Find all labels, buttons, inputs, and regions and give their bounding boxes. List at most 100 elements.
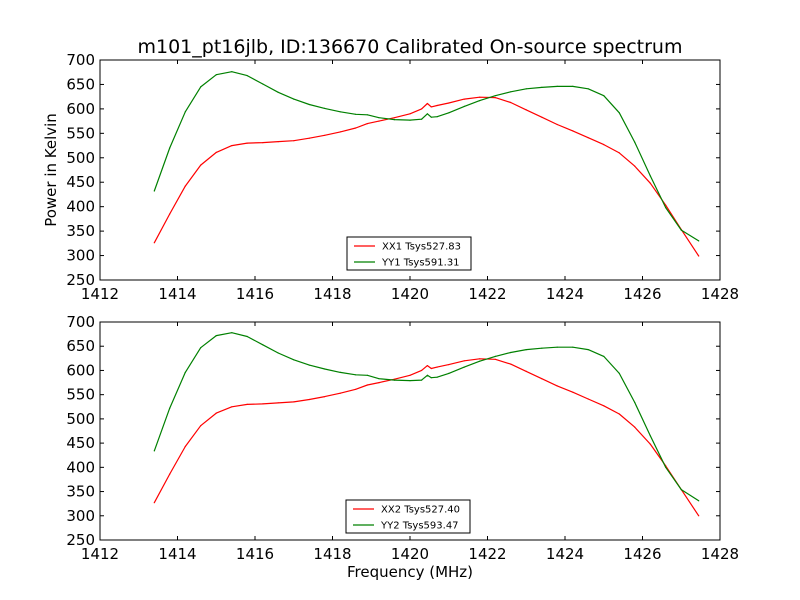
data-point <box>308 137 310 139</box>
data-point <box>556 123 558 126</box>
data-point <box>153 190 155 192</box>
data-point <box>262 142 264 144</box>
legend-entry: XX2 Tsys527.40 <box>381 505 460 516</box>
data-point <box>587 398 589 400</box>
x-tick-label: 1416 <box>236 285 274 303</box>
data-point <box>426 374 428 376</box>
x-tick-label: 1424 <box>546 285 584 303</box>
data-point <box>262 344 264 346</box>
data-point <box>556 85 558 87</box>
data-point <box>393 119 396 121</box>
data-point <box>366 384 368 386</box>
data-point <box>246 75 248 77</box>
data-point <box>556 346 558 348</box>
y-tick-label: 550 <box>66 124 95 142</box>
data-point <box>618 372 620 374</box>
data-point <box>603 95 605 97</box>
x-tick-label: 1428 <box>701 285 739 303</box>
data-point <box>421 108 423 110</box>
y-tick-label: 350 <box>66 222 95 240</box>
legend: XX1 Tsys527.83 YY1 Tsys591.31 <box>346 236 472 271</box>
data-point <box>246 335 248 338</box>
data-point <box>603 405 605 407</box>
data-point <box>184 185 186 187</box>
data-point <box>649 182 651 184</box>
data-point <box>339 131 341 133</box>
x-tick-label: 1414 <box>158 285 196 303</box>
data-point <box>649 443 651 445</box>
data-point <box>587 137 589 139</box>
y-axis-label: Power in Kelvin <box>42 113 60 227</box>
data-point <box>231 332 233 334</box>
y-tick-label: 250 <box>66 271 95 289</box>
data-point <box>293 359 295 361</box>
x-tick-label: 1412 <box>81 545 119 563</box>
data-point <box>463 360 465 362</box>
legend: XX2 Tsys527.40 YY2 Tsys593.47 <box>345 499 471 534</box>
data-point <box>215 74 217 76</box>
data-point <box>510 363 512 365</box>
data-point <box>430 116 432 118</box>
data-point <box>200 347 202 349</box>
data-point <box>426 102 428 105</box>
data-point <box>378 120 380 122</box>
data-point <box>169 473 171 475</box>
x-tick-label: 1426 <box>623 545 661 563</box>
x-tick-label: 1418 <box>313 545 351 563</box>
data-point <box>215 412 217 414</box>
data-point <box>393 117 396 119</box>
data-point <box>153 502 155 504</box>
data-point <box>378 378 380 380</box>
data-point <box>430 367 432 370</box>
data-point <box>649 175 651 177</box>
legend-entry: YY1 Tsys591.31 <box>381 258 460 269</box>
figure-title: m101_pt16jlb, ID:136670 Calibrated On-so… <box>138 36 683 58</box>
data-point <box>200 425 202 427</box>
data-point <box>572 391 574 393</box>
data-point <box>463 105 465 107</box>
data-point <box>169 213 171 215</box>
data-point <box>541 347 543 349</box>
data-point <box>494 358 496 360</box>
data-point <box>215 335 217 337</box>
legend-box <box>345 499 471 534</box>
data-point <box>366 374 368 376</box>
data-point <box>479 360 481 362</box>
top-panel: 1412 1414 1416 1418 1420 1422 1424 1426 1428 250 3… <box>42 51 739 303</box>
data-point <box>665 204 667 206</box>
data-point <box>421 379 423 381</box>
data-point <box>277 402 279 404</box>
data-point <box>436 376 438 378</box>
x-tick-label: 1412 <box>81 285 119 303</box>
data-point <box>587 349 589 351</box>
data-point <box>525 88 527 90</box>
data-point <box>494 97 496 99</box>
data-point <box>184 445 186 448</box>
data-point <box>510 91 512 93</box>
y-tick-label: 400 <box>66 198 95 216</box>
data-point <box>510 101 512 104</box>
data-point <box>246 403 248 405</box>
data-point <box>448 102 450 104</box>
data-point <box>430 106 432 108</box>
data-point <box>436 104 438 107</box>
data-point <box>231 145 233 147</box>
data-point <box>378 117 380 119</box>
data-point <box>494 95 496 97</box>
y-tick-label: 650 <box>66 337 95 355</box>
data-point <box>479 100 481 102</box>
data-point <box>463 366 465 368</box>
data-point <box>634 401 636 403</box>
legend-box <box>346 236 472 271</box>
data-point <box>680 489 682 491</box>
data-point <box>541 86 543 88</box>
data-point <box>153 450 155 452</box>
y-tick-label: 450 <box>66 434 95 452</box>
data-point <box>634 165 636 167</box>
data-point <box>649 435 651 437</box>
y-tick-label: 500 <box>66 410 95 428</box>
data-point <box>324 134 326 136</box>
y-tick-label: 250 <box>66 531 95 549</box>
data-point <box>246 142 248 144</box>
data-point <box>479 358 481 360</box>
